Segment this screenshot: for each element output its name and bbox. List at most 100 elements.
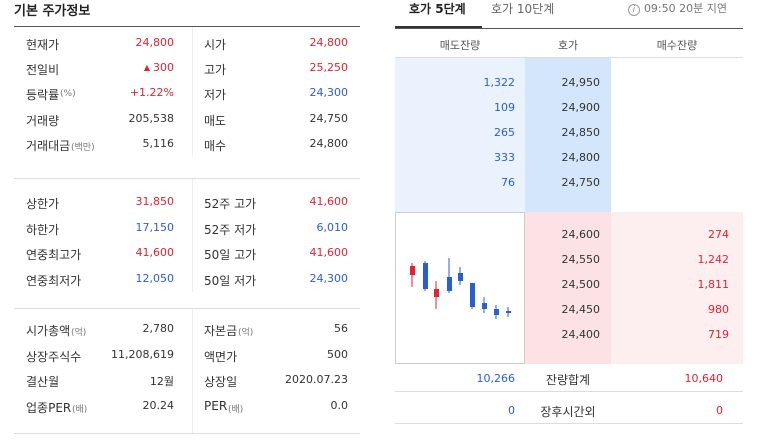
- row-label: 연중최고가: [26, 248, 82, 262]
- header-price: 호가: [557, 39, 579, 52]
- row-label: 시가총액: [26, 324, 71, 338]
- row-value: ▲ 300: [144, 61, 174, 74]
- total-bid-qty: 10,640: [684, 372, 724, 385]
- row-value: 24,800: [135, 36, 175, 49]
- info-row: 연중최고가 41,600 50일 고가 41,600: [14, 241, 360, 267]
- orderbook-header: 매도잔량 호가 매수잔량: [395, 28, 743, 58]
- row-label: 거래대금: [26, 138, 71, 153]
- info-row: 하한가 17,150 52주 저가 6,010: [14, 216, 360, 242]
- bid-qty[interactable]: 274: [708, 228, 729, 241]
- ask-price-area: [525, 58, 611, 212]
- bid-price[interactable]: 24,550: [561, 253, 601, 266]
- row-value2: 24,800: [309, 136, 349, 150]
- row-value: 41,600: [135, 246, 175, 259]
- candle-7: [482, 303, 487, 309]
- row-value2: 2020.07.23: [285, 373, 348, 386]
- tab-5-levels[interactable]: 호가 5단계: [409, 2, 466, 16]
- ask-price[interactable]: 24,750: [561, 176, 601, 189]
- row-value: 31,850: [135, 195, 175, 208]
- bid-qty[interactable]: 1,811: [697, 278, 730, 291]
- bid-price[interactable]: 24,450: [561, 303, 601, 316]
- row-value2: 0.0: [330, 398, 349, 412]
- row-label-unit: (백만): [71, 142, 95, 153]
- tab-10-levels[interactable]: 호가 10단계: [491, 2, 555, 16]
- delay-info: i 09:50 20분 지연: [627, 0, 727, 16]
- info-row: 업종PER (배) 20.24 PER (배) 0.0: [14, 394, 360, 420]
- bid-qty[interactable]: 980: [708, 303, 729, 316]
- row-label-unit: (%): [60, 89, 76, 100]
- row-label: 업종PER: [26, 400, 72, 415]
- total-ask-qty: 10,266: [476, 372, 516, 385]
- row-label: 등락률: [26, 88, 60, 103]
- row-label2: 52주 고가: [204, 197, 257, 211]
- row-value2: 500: [327, 347, 348, 361]
- info-row: 시가총액 (억) 2,780 자본금 (억) 56: [14, 317, 360, 343]
- row-label2: 자본금: [204, 324, 238, 338]
- candle-9: [506, 311, 511, 313]
- bid-price[interactable]: 24,600: [561, 228, 601, 241]
- mini-candle-chart: [395, 212, 525, 364]
- total-label: 잔량합계: [545, 373, 591, 387]
- info-row: 거래량 205,538 매도 24,750: [14, 107, 360, 132]
- row-label2: 매도: [204, 113, 227, 128]
- price-table-section1: 현재가 24,800 시가 24,800 전일비 ▲ 300 고가 25,250 등락률 (%) +1…: [14, 26, 360, 157]
- row-label2: 시가: [204, 38, 227, 52]
- ask-qty[interactable]: 333: [494, 151, 515, 164]
- bid-price[interactable]: 24,400: [561, 328, 601, 341]
- row-value2: 24,300: [309, 86, 349, 100]
- panel-title: 기본 주가정보: [14, 4, 91, 19]
- ask-price[interactable]: 24,850: [561, 126, 601, 139]
- row-label2: 매수: [204, 138, 227, 153]
- row-value2: 25,250: [309, 61, 349, 75]
- candle-chart-svg: [410, 258, 511, 319]
- bid-qty-area: [611, 212, 743, 364]
- ask-qty[interactable]: 76: [501, 176, 515, 189]
- row-value: 17,150: [135, 220, 175, 234]
- row-value2: 41,600: [309, 195, 349, 208]
- header-bid-qty: 매수잔량: [656, 39, 698, 52]
- ask-qty[interactable]: 109: [494, 101, 515, 114]
- change-value: 300: [153, 61, 174, 75]
- row-value2: 24,750: [309, 111, 349, 125]
- price-table-section2: 상한가 31,850 52주 고가 41,600 하한가 17,150 52주 저가 6,01…: [14, 178, 360, 292]
- row-label2-unit: (억): [238, 328, 254, 338]
- ask-price[interactable]: 24,950: [561, 76, 601, 89]
- candle-3: [434, 289, 439, 297]
- row-value: 11,208,619: [111, 347, 174, 361]
- row-label2: 저가: [204, 88, 227, 103]
- basic-price-panel: 기본 주가정보 현재가 24,800 시가 24,800 전일비 ▲ 300 고가 25,250…: [0, 0, 360, 442]
- after-ask-qty: 0: [508, 404, 515, 417]
- bid-qty[interactable]: 1,242: [697, 253, 730, 266]
- row-value2: 6,010: [316, 220, 349, 234]
- row-label: 결산월: [26, 375, 60, 389]
- ask-qty[interactable]: 1,322: [483, 76, 516, 89]
- row-label: 상장주식수: [26, 349, 82, 364]
- candle-1: [410, 266, 415, 275]
- bid-qty[interactable]: 719: [708, 328, 729, 341]
- after-bid-qty: 0: [716, 404, 723, 417]
- row-value2: 56: [334, 322, 348, 335]
- ask-price[interactable]: 24,800: [561, 151, 601, 164]
- row-label2-unit: (배): [228, 404, 244, 415]
- ask-qty[interactable]: 265: [494, 126, 515, 139]
- delay-text: 09:50 20분 지연: [643, 2, 727, 15]
- info-row: 전일비 ▲ 300 고가 25,250: [14, 56, 360, 81]
- info-row: 상한가 31,850 52주 고가 41,600: [14, 190, 360, 216]
- candle-8: [494, 309, 499, 315]
- up-arrow-icon: ▲: [143, 63, 150, 73]
- info-icon[interactable]: i: [627, 4, 640, 16]
- bid-price-area: [525, 212, 611, 364]
- row-value: +1.22%: [129, 86, 174, 100]
- row-label: 현재가: [26, 38, 60, 52]
- row-label-unit: (억): [71, 328, 87, 338]
- price-table-section3: 시가총액 (억) 2,780 자본금 (억) 56 상장주식수 11,208,619 액면가 50…: [14, 308, 360, 434]
- info-row: 현재가 24,800 시가 24,800: [14, 31, 360, 56]
- bid-price[interactable]: 24,500: [561, 278, 601, 291]
- orderbook-tabs: 호가 5단계 호가 10단계 i 09:50 20분 지연: [395, 0, 743, 29]
- ask-price[interactable]: 24,900: [561, 101, 601, 114]
- row-label2: 52주 저가: [204, 222, 257, 237]
- row-label: 상한가: [26, 197, 60, 211]
- row-label2: 고가: [204, 63, 227, 78]
- row-value: 205,538: [128, 111, 175, 125]
- info-row: 결산월 12월 상장일 2020.07.23: [14, 368, 360, 394]
